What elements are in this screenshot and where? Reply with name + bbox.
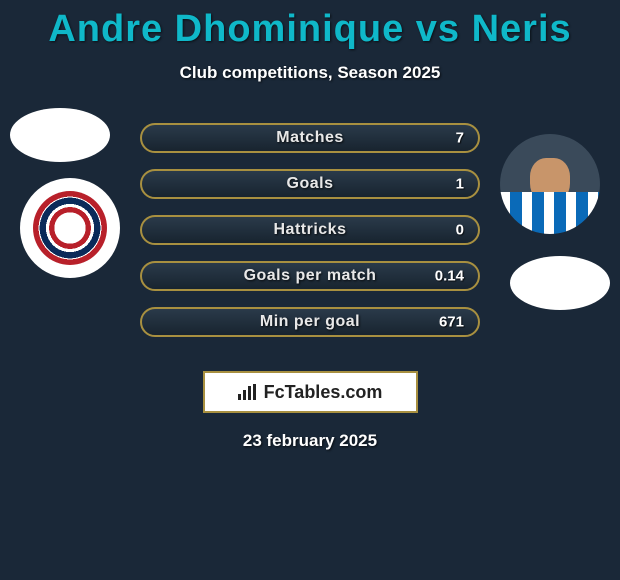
brand-box: FcTables.com [203,371,418,413]
stat-label: Goals per match [142,267,478,285]
stat-right-value: 1 [456,176,464,193]
stat-row-matches: Matches 7 [140,123,480,153]
stat-row-min-per-goal: Min per goal 671 [140,307,480,337]
stat-right-value: 0.14 [435,268,464,285]
stat-label: Hattricks [142,221,478,239]
stat-right-value: 7 [456,130,464,147]
stat-label: Goals [142,175,478,193]
footer-date: 23 february 2025 [0,431,620,451]
stat-row-goals-per-match: Goals per match 0.14 [140,261,480,291]
stats-container: Matches 7 Goals 1 Hattricks 0 Goals per … [0,123,620,353]
page-subtitle: Club competitions, Season 2025 [0,63,620,83]
stat-label: Matches [142,129,478,147]
stat-row-hattricks: Hattricks 0 [140,215,480,245]
brand-bars-icon [238,384,258,400]
stat-label: Min per goal [142,313,478,331]
page-title: Andre Dhominique vs Neris [0,0,620,51]
brand-text: FcTables.com [264,382,383,403]
stat-right-value: 671 [439,314,464,331]
stat-row-goals: Goals 1 [140,169,480,199]
stat-right-value: 0 [456,222,464,239]
